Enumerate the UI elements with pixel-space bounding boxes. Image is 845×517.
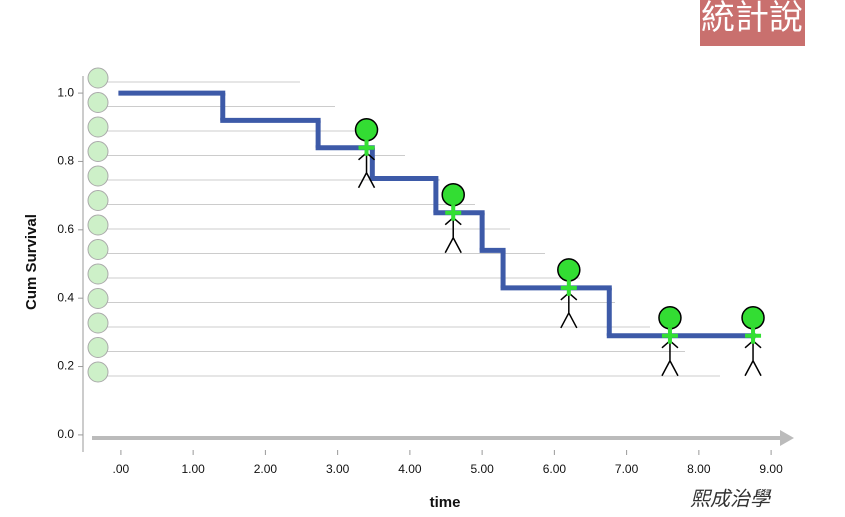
face [87, 92, 109, 113]
x-tick-label: 9.00 [759, 462, 783, 476]
face [87, 116, 109, 138]
watermark: 熙成治學 [690, 487, 772, 511]
figure-body [560, 280, 578, 329]
face [87, 337, 109, 358]
y-tick-label: 1.0 [57, 85, 74, 99]
face [87, 312, 109, 334]
y-axis-title: Cum Survival [23, 214, 40, 310]
x-tick-label: 5.00 [470, 462, 494, 476]
arrow-head [780, 430, 794, 446]
figure-head [557, 258, 581, 282]
figure-body [744, 328, 762, 377]
figure-head [441, 182, 465, 207]
x-tick-label: 6.00 [543, 462, 567, 476]
censor-mark [358, 139, 375, 156]
censor-mark [560, 279, 577, 296]
face [87, 190, 109, 211]
figure-body [357, 140, 376, 189]
y-tick-label: 0.6 [57, 222, 74, 236]
x-tick-label: 7.00 [615, 462, 639, 476]
x-tick-label: 1.00 [181, 462, 205, 476]
face [87, 67, 109, 89]
censor-mark [661, 327, 678, 344]
censor-mark [745, 327, 762, 344]
face [87, 165, 109, 187]
y-tick-label: 0.2 [57, 359, 74, 373]
face [87, 263, 109, 285]
logo-box [700, 0, 805, 46]
face [87, 141, 109, 162]
x-tick-label: 4.00 [398, 462, 422, 476]
watermark: 統計說 [701, 0, 803, 38]
figure-head [741, 306, 765, 330]
x-axis-title: time [430, 494, 461, 511]
x-tick-label: .00 [113, 462, 130, 476]
y-tick-label: 0.4 [57, 290, 74, 304]
y-tick-label: 0.8 [57, 154, 74, 168]
face [87, 288, 109, 309]
x-tick-label: 3.00 [326, 462, 350, 476]
figure-head [354, 118, 379, 142]
figure-body [661, 328, 679, 377]
censor-mark [445, 204, 462, 221]
figure-body [444, 205, 462, 254]
y-tick-label: 0.0 [57, 427, 74, 441]
face [87, 361, 109, 383]
figure-head [658, 306, 682, 330]
face [87, 214, 109, 236]
x-tick-label: 8.00 [687, 462, 711, 476]
x-tick-label: 2.00 [254, 462, 278, 476]
face [87, 239, 109, 260]
